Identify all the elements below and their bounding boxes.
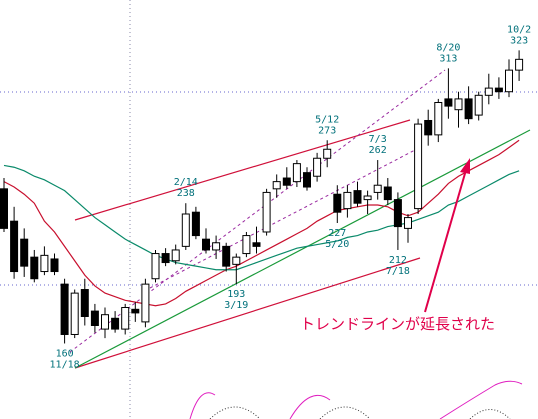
candle-body: [0, 188, 8, 229]
candle-body: [202, 238, 210, 251]
candle-body: [292, 163, 301, 183]
candle-body: [131, 308, 140, 314]
candle-body: [505, 69, 513, 93]
date-label: 7/3: [369, 134, 387, 145]
candle-body: [323, 148, 332, 159]
date-label: 8/20: [436, 42, 460, 53]
price-label: 323: [510, 35, 528, 46]
date-label: 10/2: [507, 24, 531, 35]
candle-body: [373, 184, 382, 193]
price-label: 313: [439, 53, 457, 64]
candle-body: [313, 157, 322, 177]
candle-body: [121, 307, 130, 330]
date-label: 2/14: [174, 177, 198, 188]
candle-body: [60, 283, 69, 335]
candle-body: [191, 211, 200, 237]
candle-body: [404, 217, 412, 229]
candle-body: [353, 190, 362, 204]
candle-body: [444, 98, 453, 107]
candle-body: [50, 258, 59, 273]
candle-body: [80, 289, 89, 317]
candle-body: [494, 87, 503, 93]
candle-body: [343, 191, 352, 210]
candle-body: [222, 245, 231, 267]
arrow-head: [460, 158, 470, 174]
candle-body: [212, 242, 221, 251]
date-label: 5/12: [315, 114, 339, 125]
annotation: トレンドラインが延長された: [300, 315, 495, 333]
candle-body: [333, 193, 342, 213]
candle-body: [262, 191, 271, 233]
candle-body: [282, 177, 291, 186]
date-label: 3/19: [224, 300, 248, 311]
candle-body: [272, 181, 281, 190]
date-label: 7/18: [386, 266, 410, 277]
candle-body: [383, 186, 392, 201]
candle-body: [232, 256, 241, 265]
candle-body: [10, 220, 19, 273]
candle-body: [474, 94, 483, 116]
candle-body: [363, 195, 372, 201]
candle-body: [30, 256, 39, 280]
candle-body: [20, 238, 29, 267]
candle-body: [454, 98, 463, 111]
candle-body: [111, 317, 120, 330]
candle-body: [90, 310, 99, 326]
candle-body: [171, 249, 180, 262]
candle-body: [434, 102, 443, 136]
price-label: 193: [227, 289, 245, 300]
moving-average: [3, 139, 520, 307]
candle-body: [40, 254, 49, 273]
candle-body: [424, 119, 433, 136]
price-label: 238: [177, 188, 195, 199]
price-label: 160: [56, 348, 74, 359]
candle-body: [252, 242, 261, 247]
candle-body: [161, 253, 170, 264]
date-label: 5/20: [325, 239, 349, 250]
candle-body: [242, 235, 251, 255]
plot: 16011/182/142381933/195/122732275/207/32…: [0, 24, 531, 370]
candle-body: [393, 199, 402, 228]
candle-body: [414, 123, 423, 210]
price-label: 227: [328, 228, 346, 239]
candle-body: [141, 283, 150, 323]
price-label: 212: [389, 255, 407, 266]
candle-body: [484, 87, 493, 96]
price-label: 262: [369, 145, 387, 156]
candle-body: [101, 314, 109, 330]
arrow: [424, 169, 467, 313]
price-label: 273: [318, 125, 336, 136]
candle-body: [70, 292, 79, 335]
moving-average: [3, 164, 520, 271]
candle-body: [464, 98, 473, 120]
date-label: 11/18: [50, 359, 80, 370]
candle-body: [181, 213, 190, 247]
candle-body: [151, 253, 160, 280]
candle-body: [303, 172, 311, 188]
candle-body: [515, 58, 524, 71]
